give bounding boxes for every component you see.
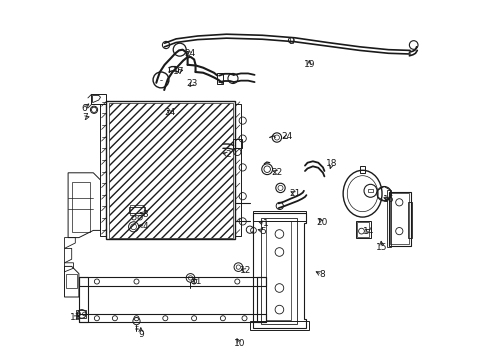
Bar <box>356 222 368 237</box>
Text: 8: 8 <box>318 270 324 279</box>
Bar <box>260 218 296 324</box>
Bar <box>249 321 309 330</box>
Text: 14: 14 <box>362 227 374 236</box>
Bar <box>129 207 145 213</box>
Text: 1: 1 <box>262 219 268 228</box>
Text: 17: 17 <box>173 67 184 76</box>
Bar <box>79 277 88 322</box>
Text: 13: 13 <box>69 313 81 322</box>
Bar <box>79 277 265 286</box>
Bar <box>407 202 411 238</box>
Text: 5: 5 <box>260 227 266 236</box>
Bar <box>265 221 291 320</box>
Bar <box>72 182 89 232</box>
Bar <box>130 205 144 215</box>
Text: 24: 24 <box>184 49 195 58</box>
Bar <box>106 101 235 239</box>
Text: 22: 22 <box>271 167 282 176</box>
Text: 6: 6 <box>81 104 87 112</box>
Text: 7: 7 <box>82 113 88 122</box>
Text: 9: 9 <box>138 330 143 338</box>
Text: 4: 4 <box>142 222 148 231</box>
Text: 19: 19 <box>303 60 314 69</box>
Bar <box>389 193 408 244</box>
Bar <box>79 314 265 322</box>
Bar <box>101 104 106 236</box>
Text: 10: 10 <box>234 339 245 348</box>
Bar <box>359 166 365 173</box>
Bar <box>232 139 242 148</box>
Text: 12: 12 <box>240 266 251 275</box>
Text: 16: 16 <box>382 195 393 204</box>
Bar <box>289 37 292 43</box>
Text: 2: 2 <box>225 150 231 159</box>
Bar <box>367 189 372 192</box>
Text: 21: 21 <box>288 189 300 198</box>
Bar <box>257 277 265 322</box>
Bar <box>108 103 232 238</box>
Bar <box>387 192 410 246</box>
Text: 11: 11 <box>190 277 202 286</box>
Text: 24: 24 <box>164 108 175 117</box>
Text: 18: 18 <box>325 159 337 168</box>
Bar <box>66 274 77 288</box>
Bar <box>217 73 223 84</box>
Bar <box>235 104 241 236</box>
Text: 23: 23 <box>186 79 198 88</box>
Bar <box>91 94 106 104</box>
Text: 24: 24 <box>281 132 292 141</box>
Bar <box>253 211 305 221</box>
Text: 15: 15 <box>375 243 387 252</box>
Text: 3: 3 <box>142 210 148 219</box>
Text: 20: 20 <box>316 218 327 227</box>
Bar <box>355 221 370 238</box>
Bar <box>386 190 390 247</box>
